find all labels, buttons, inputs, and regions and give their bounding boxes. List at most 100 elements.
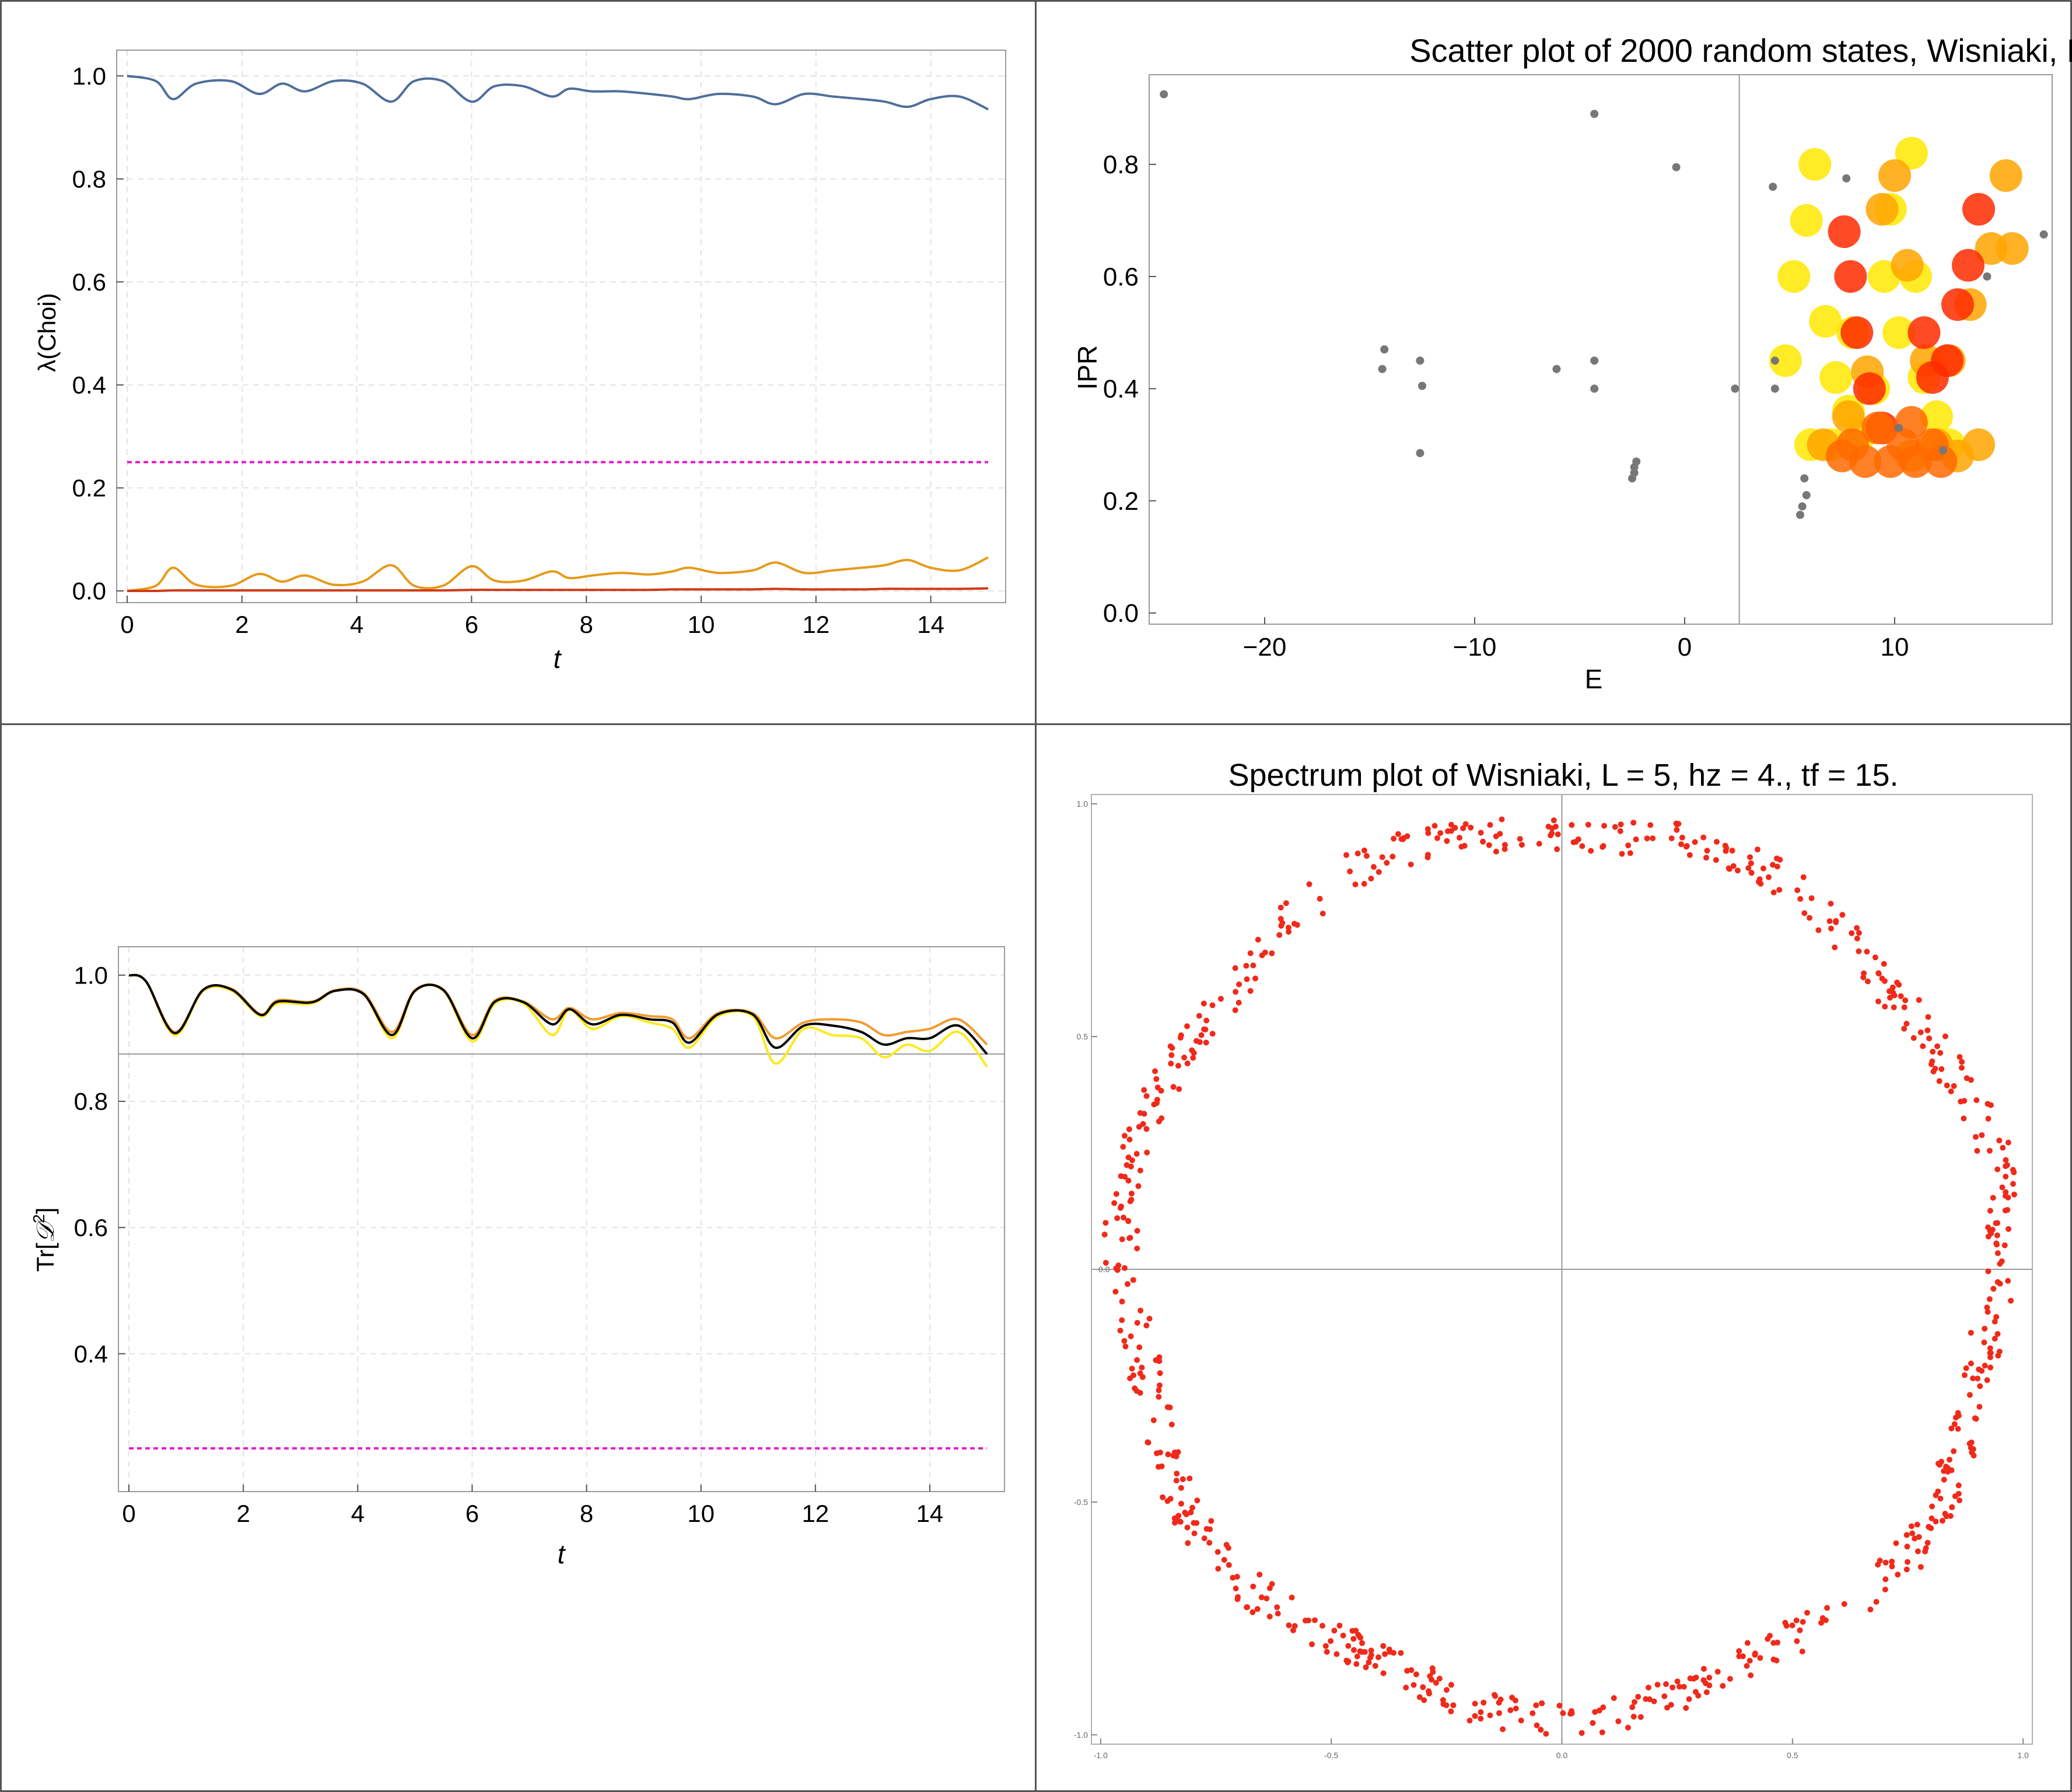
eigenvalue-point bbox=[1902, 997, 1909, 1003]
eigenvalue-point bbox=[1996, 1138, 2003, 1144]
eigenvalue-point bbox=[1686, 852, 1693, 858]
eigenvalue-point bbox=[1202, 1026, 1209, 1032]
scatter-point bbox=[1378, 365, 1387, 373]
eigenvalue-point bbox=[1736, 1648, 1742, 1654]
eigenvalue-point bbox=[1250, 1609, 1256, 1615]
eigenvalue-point bbox=[1317, 895, 1323, 902]
eigenvalue-point bbox=[1400, 836, 1406, 842]
scatter-point bbox=[1769, 183, 1777, 191]
trace-d-squared-chart: 0 2 4 6 8 10 12 14 0.4 0.6 0.8 1.0 t Tr[𝒟2] bbox=[30, 946, 1005, 1569]
eigenvalue-point bbox=[1513, 1705, 1519, 1712]
eigenvalue-point bbox=[1367, 1655, 1373, 1661]
scatter-point bbox=[1630, 463, 1639, 471]
plot-frame bbox=[1149, 74, 2053, 625]
eigenvalue-point bbox=[1444, 838, 1450, 844]
eigenvalue-point bbox=[1797, 896, 1804, 902]
eigenvalue-point bbox=[1320, 911, 1326, 917]
x-tick-label: 2 bbox=[235, 611, 249, 638]
eigenvalue-point bbox=[1681, 1684, 1687, 1690]
eigenvalue-point bbox=[1487, 822, 1493, 828]
eigenvalue-point bbox=[1209, 1002, 1216, 1009]
scatter-point bbox=[1996, 232, 2029, 265]
eigenvalue-point bbox=[1968, 1329, 1974, 1336]
eigenvalue-point bbox=[1176, 1086, 1182, 1092]
eigenvalue-point bbox=[1867, 1606, 1874, 1613]
eigenvalue-point bbox=[1178, 1485, 1184, 1491]
eigenvalue-point bbox=[1832, 944, 1838, 951]
scatter-point bbox=[1672, 163, 1681, 172]
scatter-point bbox=[1861, 411, 1895, 444]
eigenvalue-point bbox=[1903, 1532, 1910, 1538]
eigenvalue-point bbox=[1951, 1421, 1958, 1427]
eigenvalue-point bbox=[1929, 1058, 1936, 1065]
eigenvalue-point bbox=[1774, 863, 1780, 870]
eigenvalue-point bbox=[1804, 1609, 1810, 1616]
eigenvalue-point bbox=[1935, 1488, 1941, 1494]
eigenvalue-point bbox=[1119, 1317, 1125, 1324]
eigenvalue-point bbox=[1989, 1227, 1996, 1233]
eigenvalue-point bbox=[1618, 821, 1624, 828]
eigenvalue-point bbox=[1384, 860, 1390, 866]
eigenvalue-point bbox=[1909, 1530, 1916, 1536]
eigenvalue-point bbox=[1943, 1464, 1949, 1470]
eigenvalue-point bbox=[1413, 1671, 1419, 1678]
eigenvalue-point bbox=[1320, 1623, 1325, 1629]
eigenvalue-point bbox=[1601, 822, 1607, 829]
eigenvalue-point bbox=[1882, 1586, 1888, 1592]
eigenvalue-point bbox=[1207, 1526, 1213, 1532]
eigenvalue-point bbox=[1154, 1084, 1161, 1091]
eigenvalue-point bbox=[1345, 1658, 1352, 1665]
eigenvalue-point bbox=[1877, 1558, 1883, 1564]
eigenvalue-point bbox=[1169, 1045, 1175, 1051]
eigenvalue-point bbox=[1596, 1707, 1602, 1714]
scatter-point bbox=[1800, 474, 1809, 483]
eigenvalue-point bbox=[1887, 995, 1893, 1001]
eigenvalue-point bbox=[1987, 1345, 1993, 1352]
y-tick-label: -0.5 bbox=[1074, 1497, 1088, 1507]
eigenvalue-point bbox=[1973, 1134, 1979, 1140]
scatter-point bbox=[1590, 356, 1599, 365]
eigenvalue-point bbox=[1117, 1205, 1124, 1211]
eigenvalue-point bbox=[1973, 1416, 1979, 1422]
scatter-point bbox=[1770, 384, 1779, 393]
x-axis-label: t bbox=[558, 1539, 566, 1569]
eigenvalue-point bbox=[1144, 1439, 1151, 1446]
eigenvalue-point bbox=[1987, 1208, 1993, 1214]
scatter-point bbox=[1983, 272, 1992, 281]
chart-title: Spectrum plot of Wisniaki, L = 5, hz = 4… bbox=[1228, 758, 1898, 793]
eigenvalue-point bbox=[1944, 1082, 1950, 1088]
eigenvalue-point bbox=[1232, 965, 1238, 971]
y-axis-label: λ(Choi) bbox=[33, 293, 61, 372]
eigenvalue-point bbox=[1518, 1717, 1524, 1724]
eigenvalue-point bbox=[1987, 1350, 1994, 1356]
eigenvalue-point bbox=[1723, 848, 1729, 854]
eigenvalue-point bbox=[1947, 1457, 1952, 1463]
eigenvalue-point bbox=[1236, 981, 1242, 988]
eigenvalue-point bbox=[1651, 1698, 1657, 1704]
series-line-2 bbox=[127, 587, 989, 593]
eigenvalue-point bbox=[1294, 922, 1300, 928]
eigenvalue-point bbox=[1966, 1392, 1973, 1398]
eigenvalue-point bbox=[1143, 1126, 1150, 1132]
eigenvalue-point bbox=[2004, 1207, 2011, 1213]
eigenvalue-point bbox=[1175, 1063, 1181, 1069]
eigenvalue-point bbox=[1478, 830, 1484, 836]
eigenvalue-point bbox=[1188, 1509, 1194, 1516]
eigenvalue-point bbox=[1153, 1357, 1159, 1363]
eigenvalue-point bbox=[1895, 1572, 1901, 1578]
eigenvalue-point bbox=[1128, 1333, 1134, 1339]
x-tick-label: 4 bbox=[351, 1500, 365, 1527]
eigenvalue-point bbox=[1875, 970, 1882, 977]
eigenvalue-point bbox=[1611, 1695, 1617, 1701]
eigenvalue-point bbox=[1942, 1033, 1948, 1040]
eigenvalue-point bbox=[1157, 1370, 1163, 1376]
eigenvalue-point bbox=[1783, 1623, 1790, 1629]
eigenvalue-point bbox=[1258, 1594, 1265, 1601]
eigenvalue-point bbox=[1957, 1497, 1962, 1504]
eigenvalue-point bbox=[1230, 1574, 1236, 1581]
eigenvalue-point bbox=[1937, 1050, 1944, 1056]
eigenvalue-point bbox=[1938, 1066, 1945, 1072]
eigenvalue-point bbox=[1752, 1650, 1758, 1657]
eigenvalue-point bbox=[1943, 1513, 1950, 1520]
eigenvalue-point bbox=[1234, 1596, 1241, 1602]
